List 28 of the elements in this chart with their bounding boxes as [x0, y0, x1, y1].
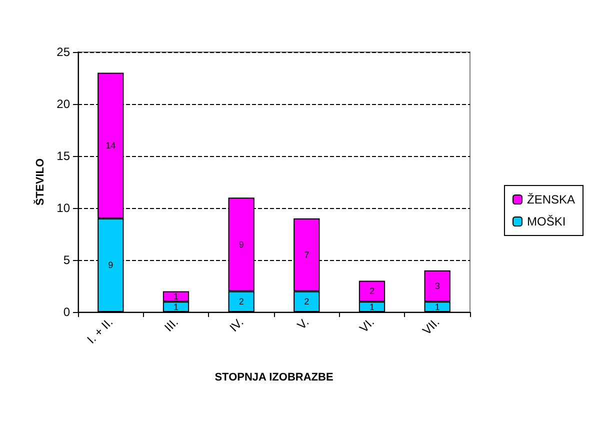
- x-tick-label: IV.: [226, 315, 246, 335]
- legend-label: MOŠKI: [526, 214, 566, 228]
- data-label: 1: [173, 291, 179, 302]
- data-label: 1: [434, 302, 440, 312]
- y-tick-label: 5: [63, 253, 70, 267]
- y-tick-label: 0: [63, 305, 70, 319]
- x-tick-label: VI.: [356, 315, 377, 336]
- data-label: 7: [304, 250, 310, 260]
- x-tick-label: VII.: [420, 315, 442, 338]
- data-label: 1: [369, 302, 375, 312]
- data-label: 9: [108, 260, 114, 270]
- x-axis-title: STOPNJA IZOBRAZBE: [214, 372, 334, 384]
- x-tick-label: III.: [162, 315, 181, 334]
- data-label: 9: [238, 239, 244, 250]
- data-label: 3: [434, 281, 440, 291]
- data-label: 2: [304, 296, 310, 307]
- data-label: 14: [106, 140, 116, 151]
- data-label: 2: [369, 286, 375, 296]
- y-tick-label: 20: [56, 97, 70, 111]
- y-axis-title: ŠTEVILO: [33, 158, 46, 206]
- data-label: 1: [173, 302, 179, 312]
- data-label: 2: [238, 296, 244, 307]
- y-tick-label: 25: [56, 45, 70, 59]
- y-tick-label: 10: [56, 201, 70, 215]
- x-tick-label: I. + II.: [84, 315, 116, 346]
- legend-label: ŽENSKA: [526, 192, 576, 206]
- y-tick-label: 15: [56, 149, 70, 163]
- x-tick-label: V.: [294, 315, 312, 332]
